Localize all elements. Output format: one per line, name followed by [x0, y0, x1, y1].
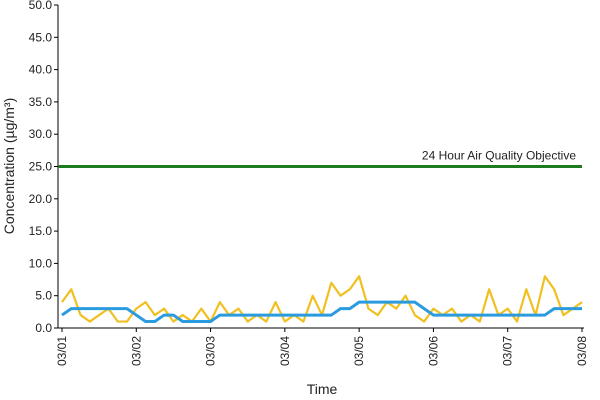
x-tick-label: 03/07	[501, 336, 515, 366]
y-tick-label: 0.0	[35, 321, 52, 335]
y-tick-label: 40.0	[29, 63, 53, 77]
y-tick-label: 5.0	[35, 289, 52, 303]
y-tick-label: 50.0	[29, 0, 53, 12]
series-line	[61, 300, 582, 324]
y-tick-label: 45.0	[29, 30, 53, 44]
x-tick-label: 03/05	[352, 336, 366, 366]
x-tick-label: 03/02	[129, 336, 143, 366]
y-tick-label: 15.0	[29, 224, 53, 238]
x-tick-label: 03/06	[426, 336, 440, 366]
y-tick-label: 10.0	[29, 256, 53, 270]
x-tick-label: 03/01	[55, 336, 69, 366]
objective-label: 24 Hour Air Quality Objective	[422, 149, 576, 163]
y-tick-label: 25.0	[29, 160, 53, 174]
x-tick-label: 03/04	[278, 336, 292, 366]
y-tick-label: 35.0	[29, 95, 53, 109]
x-axis-title: Time	[307, 381, 338, 397]
y-tick-label: 30.0	[29, 127, 53, 141]
x-tick-label: 03/03	[204, 336, 218, 366]
y-tick-label: 20.0	[29, 192, 53, 206]
y-axis-title: Concentration (µg/m³)	[1, 98, 17, 234]
x-tick-label: 03/08	[575, 336, 589, 366]
